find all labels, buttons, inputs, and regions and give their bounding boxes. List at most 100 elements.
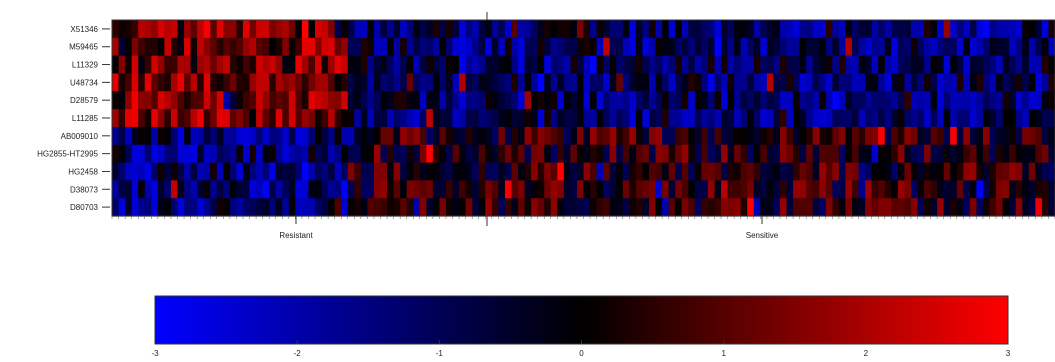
heatmap-cell (262, 20, 270, 39)
heatmap-cell (177, 162, 185, 181)
heatmap-cell (550, 198, 558, 217)
heatmap-cell (118, 91, 126, 110)
heatmap-cell (583, 20, 591, 39)
heatmap-cell (413, 198, 421, 217)
heatmap-cell (989, 37, 997, 57)
heatmap-cell (295, 20, 303, 39)
heatmap-cell (138, 126, 146, 146)
heatmap-cell (681, 180, 689, 199)
heatmap-cell (426, 180, 434, 199)
heatmap-cell (1002, 109, 1010, 128)
heatmap-cell (400, 144, 408, 164)
heatmap-cell (721, 198, 729, 217)
heatmap-cell (413, 162, 421, 181)
heatmap-cell (393, 73, 401, 92)
heatmap-cell (557, 162, 565, 181)
heatmap-cell (760, 180, 768, 199)
heatmap-cell (236, 73, 244, 92)
heatmap-cell (269, 55, 277, 75)
heatmap-cell (406, 180, 414, 199)
heatmap-cells (112, 20, 1055, 217)
heatmap-cell (459, 198, 467, 217)
heatmap-cell (459, 109, 467, 128)
heatmap-cell (1041, 162, 1050, 181)
heatmap-cell (740, 144, 748, 164)
heatmap-cell (426, 198, 434, 217)
heatmap-cell (295, 55, 303, 75)
heatmap-cell (937, 91, 945, 110)
heatmap-cell (681, 73, 689, 92)
heatmap-cell (701, 162, 709, 181)
heatmap-cell (930, 144, 938, 164)
heatmap-cell (439, 55, 447, 75)
heatmap-cell (518, 109, 526, 128)
heatmap-cell (125, 180, 133, 199)
heatmap-cell (308, 91, 316, 110)
heatmap-cell (544, 91, 552, 110)
row-labels: X51346M59465L11329U48734D28579L11285AB00… (37, 25, 98, 212)
heatmap-cell (766, 37, 775, 57)
heatmap-cell (328, 198, 336, 217)
heatmap-cell (838, 73, 847, 92)
heatmap-cell (648, 198, 657, 217)
heatmap-cell (727, 198, 735, 217)
heatmap-cell (478, 55, 486, 75)
heatmap-cell (197, 162, 205, 181)
heatmap-cell (367, 162, 375, 181)
heatmap-cell (282, 55, 290, 75)
heatmap-cell (766, 180, 775, 199)
heatmap-cell (570, 20, 578, 39)
heatmap-cell (360, 37, 368, 57)
heatmap-cell (308, 180, 316, 199)
heatmap-cell (157, 180, 165, 199)
heatmap-cell (262, 91, 270, 110)
heatmap-cell (662, 37, 670, 57)
heatmap-cell (982, 20, 991, 39)
heatmap-cell (930, 20, 938, 39)
heatmap-cell (1015, 55, 1023, 75)
heatmap-cell (354, 162, 362, 181)
heatmap-cell (832, 180, 840, 199)
heatmap-cell (570, 91, 578, 110)
heatmap-cell (570, 144, 578, 164)
heatmap-cell (662, 126, 670, 146)
heatmap-cell (452, 198, 460, 217)
heatmap-cell (125, 20, 133, 39)
heatmap-cell (190, 73, 198, 92)
heatmap-cell (138, 37, 146, 57)
heatmap-cell (321, 20, 329, 39)
heatmap-cell (1002, 180, 1010, 199)
heatmap-cell (459, 144, 467, 164)
heatmap-cell (360, 109, 368, 128)
heatmap-cell (865, 180, 873, 199)
heatmap-cell (681, 126, 689, 146)
heatmap-cell (576, 37, 585, 57)
heatmap-cell (380, 198, 388, 217)
heatmap-cell (144, 55, 152, 75)
heatmap-cell (341, 91, 349, 110)
heatmap-cell (982, 162, 991, 181)
heatmap-cell (511, 73, 519, 92)
heatmap-cell (393, 55, 401, 75)
heatmap-cell (315, 37, 323, 57)
heatmap-cell (288, 109, 296, 128)
heatmap-cell (262, 162, 270, 181)
heatmap-cell (393, 198, 401, 217)
heatmap-cell (419, 73, 427, 92)
heatmap-cell (1009, 20, 1017, 39)
heatmap-cell (917, 55, 925, 75)
heatmap-cell (216, 144, 224, 164)
heatmap-cell (262, 126, 270, 146)
heatmap-cell (328, 126, 336, 146)
heatmap-cell (465, 73, 473, 92)
heatmap-cell (210, 55, 218, 75)
heatmap-cell (190, 91, 198, 110)
heatmap-cell (924, 91, 932, 110)
heatmap-cell (825, 126, 833, 146)
heatmap-cell (799, 198, 807, 217)
heatmap-cell (714, 162, 722, 181)
heatmap-cell (747, 73, 755, 92)
heatmap-cell (413, 55, 421, 75)
heatmap-cell (878, 198, 886, 217)
heatmap-cell (419, 144, 427, 164)
